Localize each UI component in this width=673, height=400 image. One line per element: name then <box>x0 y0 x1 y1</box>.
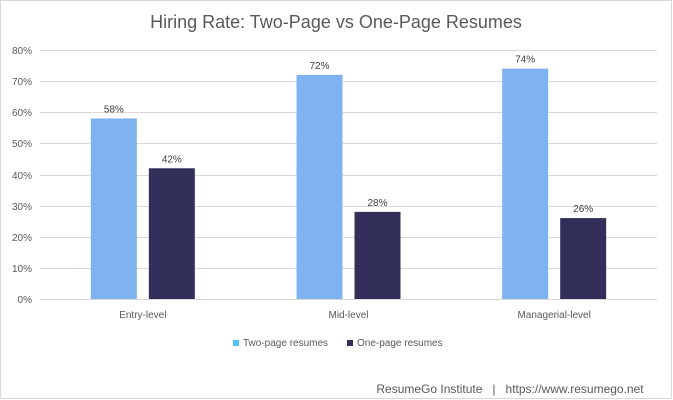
data-label: 26% <box>573 204 593 215</box>
x-category-label: Entry-level <box>119 310 166 321</box>
legend-label: One-page resumes <box>357 338 443 349</box>
x-category-label: Managerial-level <box>517 310 590 321</box>
legend-label: Two-page resumes <box>243 338 328 349</box>
y-tick-label: 10% <box>12 264 32 275</box>
data-labels: 58% 42% 72% 28% 74% 26% <box>104 55 593 215</box>
x-axis-categories: Entry-level Mid-level Managerial-level <box>119 310 591 321</box>
bar-one-page-entry-level <box>148 168 195 299</box>
legend-swatch <box>347 340 353 346</box>
y-tick-label: 40% <box>12 171 32 182</box>
bar-two-page-entry-level <box>90 118 137 299</box>
y-tick-label: 20% <box>12 233 32 244</box>
bar-two-page-managerial-level <box>502 68 549 299</box>
bars <box>90 68 607 300</box>
data-label: 72% <box>309 61 329 72</box>
legend: Two-page resumes One-page resumes <box>233 338 443 349</box>
bar-two-page-mid-level <box>296 74 343 300</box>
y-tick-label: 70% <box>12 77 32 88</box>
data-label: 28% <box>367 198 387 209</box>
data-label: 42% <box>162 154 182 165</box>
data-label: 58% <box>104 104 124 115</box>
gridlines <box>40 50 657 300</box>
bar-one-page-mid-level <box>354 211 401 299</box>
y-tick-label: 30% <box>12 202 32 213</box>
y-tick-label: 60% <box>12 108 32 119</box>
bar-one-page-managerial-level <box>560 218 607 299</box>
y-axis-ticks: 0% 10% 20% 30% 40% 50% 60% 70% 80% <box>12 46 32 306</box>
data-label: 74% <box>515 55 535 66</box>
legend-swatch <box>233 340 239 346</box>
y-tick-label: 50% <box>12 139 32 150</box>
source-credit: ResumeGo Institute | https://www.resumeg… <box>376 382 644 396</box>
y-tick-label: 80% <box>12 46 32 57</box>
y-tick-label: 0% <box>18 295 33 306</box>
x-category-label: Mid-level <box>328 310 368 321</box>
chart-title: Hiring Rate: Two-Page vs One-Page Resume… <box>150 12 522 32</box>
